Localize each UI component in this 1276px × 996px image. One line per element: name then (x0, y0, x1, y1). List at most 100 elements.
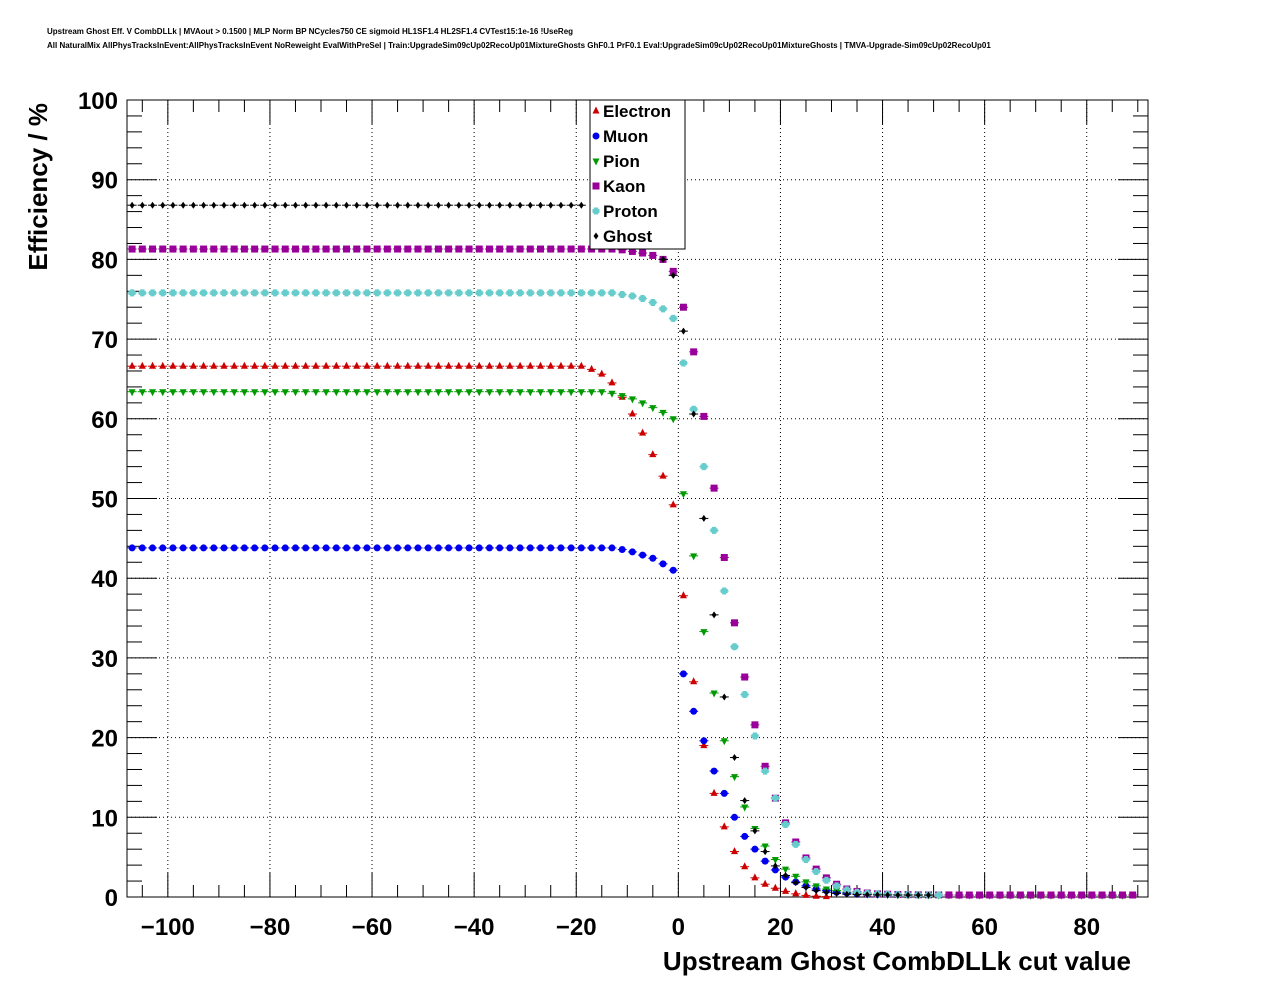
data-point (710, 690, 718, 698)
data-point (761, 767, 769, 775)
data-point (373, 389, 381, 397)
data-point (506, 361, 514, 369)
data-point (885, 891, 891, 899)
data-point (690, 707, 698, 715)
data-point (313, 201, 319, 209)
data-point (548, 201, 554, 209)
data-point (915, 891, 921, 899)
data-point (230, 361, 238, 369)
data-point (189, 389, 197, 397)
data-point (179, 544, 187, 552)
data-point (179, 361, 187, 369)
data-point (445, 289, 453, 297)
data-point (782, 866, 790, 874)
data-point (506, 289, 514, 297)
data-point (679, 359, 687, 367)
data-point (771, 883, 779, 891)
data-point (649, 298, 657, 306)
data-point (210, 361, 218, 369)
data-point (700, 629, 708, 637)
data-point (312, 361, 320, 369)
data-point (189, 361, 197, 369)
data-point (547, 245, 555, 253)
legend-marker-pion (592, 158, 600, 166)
data-point (487, 201, 492, 209)
data-point (537, 245, 545, 253)
data-point (281, 544, 289, 552)
data-point (639, 551, 647, 559)
data-point (200, 245, 208, 253)
data-point (557, 245, 565, 253)
data-point (1006, 891, 1014, 899)
data-point (159, 245, 167, 253)
data-point (281, 289, 289, 297)
data-point (496, 289, 504, 297)
data-point (434, 361, 442, 369)
data-point (679, 670, 687, 678)
data-point (567, 361, 575, 369)
data-point (475, 245, 483, 253)
data-point (434, 245, 442, 253)
data-point (822, 876, 830, 884)
data-point (547, 289, 555, 297)
data-point (363, 544, 371, 552)
data-point (364, 201, 370, 209)
data-point (211, 201, 217, 209)
data-point (741, 862, 749, 870)
data-point (701, 514, 707, 522)
axis-ticks (127, 99, 1148, 898)
data-point (690, 405, 698, 413)
data-point (659, 305, 667, 313)
data-point (710, 526, 718, 534)
data-point (404, 361, 412, 369)
data-point (485, 361, 493, 369)
x-tick-label: −80 (250, 914, 291, 941)
data-point (150, 201, 155, 209)
data-point (782, 886, 790, 894)
data-point (424, 544, 432, 552)
data-point (783, 871, 788, 879)
data-point (588, 389, 596, 397)
data-point (700, 741, 708, 749)
data-point (281, 389, 289, 397)
data-point (741, 691, 749, 699)
data-point (445, 361, 453, 369)
data-point (628, 396, 636, 404)
data-point (170, 201, 176, 209)
data-point (802, 879, 810, 887)
data-point (343, 361, 351, 369)
data-point (128, 544, 136, 552)
data-point (465, 245, 473, 253)
data-point (730, 847, 738, 855)
data-point (394, 361, 402, 369)
data-point (628, 292, 636, 300)
data-point (506, 389, 514, 397)
data-point (424, 361, 432, 369)
data-point (475, 389, 483, 397)
data-point (669, 314, 677, 322)
data-point (200, 361, 208, 369)
data-point (159, 361, 167, 369)
data-point (149, 544, 157, 552)
data-point (159, 544, 167, 552)
data-point (1118, 891, 1126, 899)
data-point (730, 774, 738, 782)
data-point (149, 389, 157, 397)
x-tick-label: 40 (869, 914, 896, 941)
data-point (567, 389, 575, 397)
data-point (741, 832, 749, 840)
data-point (220, 544, 228, 552)
series-kaon (127, 245, 1138, 899)
data-point (251, 544, 259, 552)
data-point (138, 544, 146, 552)
data-point (404, 245, 412, 253)
data-point (200, 544, 208, 552)
y-tick-label: 0 (105, 885, 118, 912)
data-point (353, 361, 361, 369)
data-point (517, 201, 523, 209)
data-point (507, 201, 513, 209)
data-point (160, 201, 166, 209)
data-point (751, 721, 759, 729)
data-point (363, 361, 371, 369)
data-point (485, 544, 493, 552)
